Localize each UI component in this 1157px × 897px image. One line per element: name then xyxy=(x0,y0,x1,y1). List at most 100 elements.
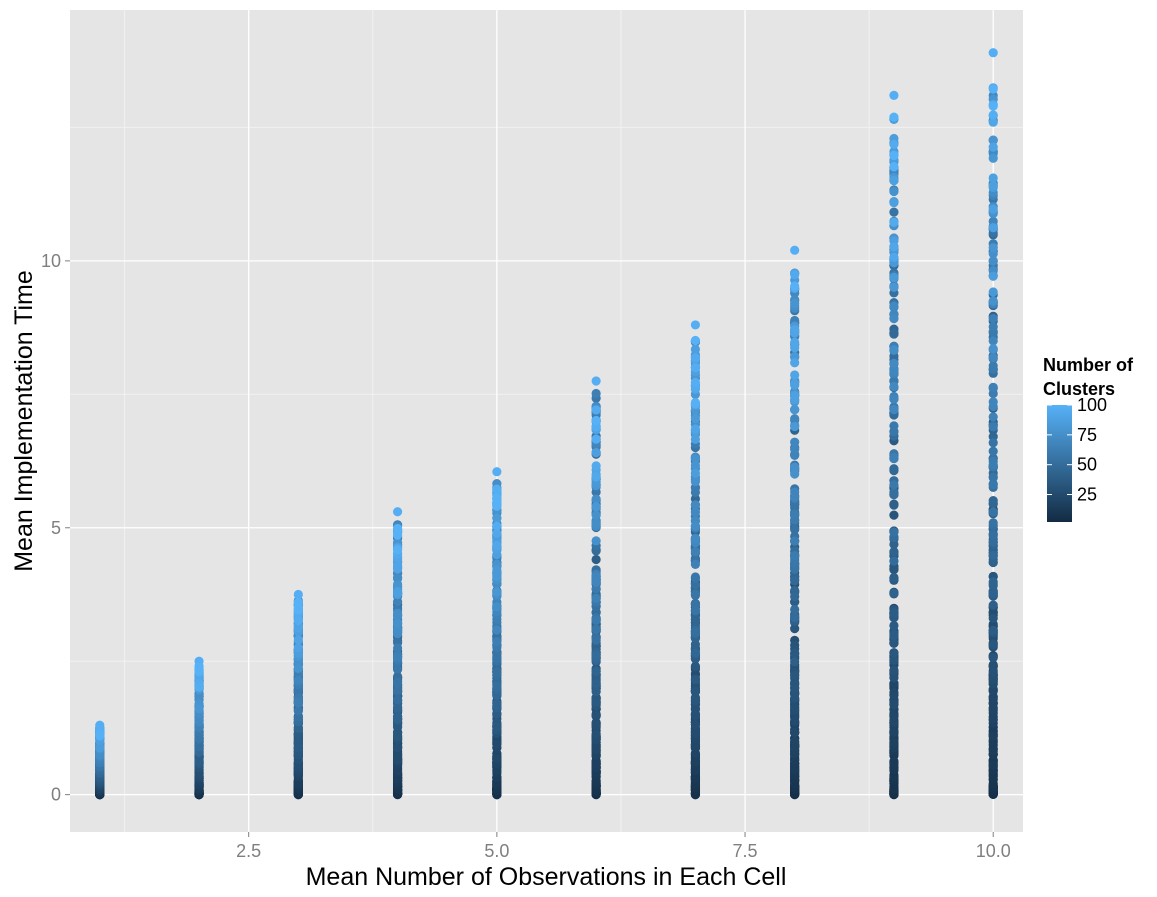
data-point xyxy=(790,551,800,561)
data-point xyxy=(591,461,601,471)
data-point xyxy=(889,90,899,101)
data-point xyxy=(988,731,998,741)
data-point xyxy=(591,388,601,399)
data-point xyxy=(790,703,800,713)
data-point xyxy=(988,613,998,623)
data-point xyxy=(790,298,800,309)
data-point xyxy=(293,697,303,707)
data-point xyxy=(690,320,701,330)
data-point xyxy=(690,414,701,424)
data-point xyxy=(293,663,303,674)
data-point xyxy=(392,652,403,663)
data-point xyxy=(392,597,403,607)
data-point xyxy=(690,434,701,444)
data-point xyxy=(194,704,204,714)
data-point xyxy=(293,635,303,645)
data-point xyxy=(690,521,701,532)
data-point xyxy=(690,559,701,569)
data-point xyxy=(492,739,502,749)
data-point xyxy=(194,682,204,692)
data-point xyxy=(591,679,601,689)
data-point xyxy=(988,600,998,610)
data-point xyxy=(889,510,899,520)
data-point xyxy=(690,397,701,408)
data-point xyxy=(790,648,800,658)
data-point xyxy=(790,670,800,681)
data-point xyxy=(988,256,998,266)
data-point xyxy=(889,314,899,324)
data-point xyxy=(492,521,502,531)
data-point xyxy=(889,608,899,618)
data-point xyxy=(392,619,403,629)
data-point xyxy=(690,468,701,478)
data-point xyxy=(690,719,701,730)
data-point xyxy=(690,740,701,750)
data-point xyxy=(591,536,601,546)
data-point xyxy=(591,519,601,529)
data-point xyxy=(591,697,601,707)
data-point xyxy=(889,638,899,648)
data-point xyxy=(889,727,899,737)
data-point xyxy=(889,464,899,474)
data-point xyxy=(690,757,701,767)
x-tick-label: 10.0 xyxy=(976,841,1011,861)
data-point xyxy=(690,353,701,363)
data-point xyxy=(690,693,701,703)
data-point xyxy=(591,615,601,625)
data-point xyxy=(392,608,403,618)
data-point xyxy=(889,345,899,355)
data-point xyxy=(988,496,998,506)
data-points xyxy=(95,48,998,800)
data-point xyxy=(889,272,899,283)
data-point xyxy=(591,472,601,482)
data-point xyxy=(889,759,899,769)
data-point xyxy=(95,743,105,753)
data-point xyxy=(988,675,998,685)
y-axis-ticks: 0 5 10 xyxy=(41,251,70,805)
data-point xyxy=(392,643,403,653)
data-point xyxy=(690,648,701,658)
data-point xyxy=(790,624,800,634)
data-point xyxy=(690,335,701,346)
data-point xyxy=(889,631,899,641)
legend-break-label: 50 xyxy=(1077,455,1097,475)
data-point xyxy=(690,460,701,471)
data-point xyxy=(889,572,899,583)
data-point xyxy=(889,404,899,415)
data-point xyxy=(889,700,899,710)
data-point xyxy=(988,135,998,145)
data-point xyxy=(790,462,800,472)
data-point xyxy=(690,344,701,354)
data-point xyxy=(591,729,601,739)
data-point xyxy=(591,554,601,565)
data-point xyxy=(889,282,899,292)
data-point xyxy=(591,593,601,603)
data-point xyxy=(889,665,899,675)
data-point xyxy=(392,731,403,742)
data-point xyxy=(690,599,701,609)
data-point xyxy=(988,625,998,635)
data-point xyxy=(293,615,303,625)
data-point xyxy=(790,245,800,255)
data-point xyxy=(492,722,502,732)
data-point xyxy=(690,507,701,517)
data-point xyxy=(790,736,800,746)
data-point xyxy=(790,281,800,291)
data-point xyxy=(392,743,403,753)
data-point xyxy=(492,467,502,477)
data-point xyxy=(790,269,800,280)
data-point xyxy=(492,484,502,494)
data-point xyxy=(889,655,899,666)
data-point xyxy=(392,685,403,695)
data-point xyxy=(790,727,800,737)
data-point xyxy=(988,531,998,541)
data-point xyxy=(988,446,998,456)
data-point xyxy=(591,666,601,676)
data-point xyxy=(889,564,899,574)
data-point xyxy=(492,587,502,597)
data-point xyxy=(690,614,701,624)
data-point xyxy=(988,698,998,709)
data-point xyxy=(988,589,998,599)
data-point xyxy=(293,675,303,685)
data-point xyxy=(690,363,701,373)
